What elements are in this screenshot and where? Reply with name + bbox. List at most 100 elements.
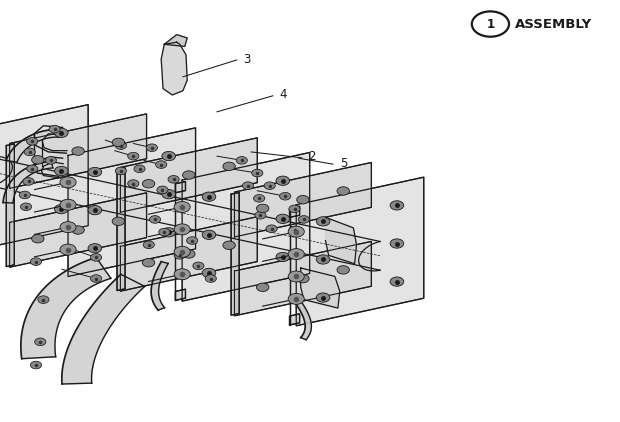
Polygon shape — [6, 144, 14, 267]
Circle shape — [38, 296, 49, 303]
Circle shape — [316, 293, 330, 302]
Polygon shape — [291, 296, 311, 340]
Polygon shape — [290, 206, 299, 217]
Polygon shape — [164, 35, 187, 46]
Circle shape — [20, 203, 32, 211]
Circle shape — [288, 249, 304, 260]
Circle shape — [236, 157, 247, 164]
Circle shape — [55, 128, 68, 138]
Polygon shape — [182, 152, 309, 301]
Circle shape — [32, 156, 44, 164]
Text: 4: 4 — [279, 89, 286, 101]
Polygon shape — [120, 217, 257, 291]
Circle shape — [60, 244, 76, 255]
Circle shape — [390, 277, 404, 286]
Polygon shape — [326, 217, 356, 264]
Circle shape — [252, 169, 263, 177]
Circle shape — [88, 168, 102, 177]
Circle shape — [254, 195, 265, 202]
Circle shape — [112, 217, 125, 225]
Circle shape — [255, 211, 266, 219]
Text: ASSEMBLY: ASSEMBLY — [515, 18, 593, 30]
Circle shape — [337, 187, 350, 195]
Polygon shape — [296, 177, 423, 326]
Circle shape — [134, 165, 145, 173]
Polygon shape — [10, 114, 146, 188]
Polygon shape — [234, 162, 371, 237]
Circle shape — [266, 225, 277, 233]
Circle shape — [205, 275, 216, 282]
Circle shape — [157, 186, 168, 194]
Polygon shape — [0, 105, 88, 253]
Circle shape — [128, 152, 139, 160]
Circle shape — [60, 222, 76, 233]
Polygon shape — [151, 262, 168, 310]
Polygon shape — [6, 130, 59, 162]
Circle shape — [193, 262, 204, 270]
Circle shape — [91, 275, 102, 282]
Circle shape — [223, 241, 236, 249]
Circle shape — [149, 216, 161, 223]
Polygon shape — [290, 314, 299, 325]
Circle shape — [168, 176, 179, 183]
Circle shape — [337, 266, 350, 274]
Circle shape — [88, 243, 102, 253]
Circle shape — [30, 258, 42, 265]
Circle shape — [19, 191, 30, 199]
Circle shape — [174, 269, 190, 280]
Circle shape — [202, 268, 216, 278]
Circle shape — [174, 246, 190, 257]
Circle shape — [289, 205, 300, 213]
Polygon shape — [175, 181, 185, 193]
Circle shape — [289, 226, 300, 234]
Circle shape — [60, 177, 76, 188]
Circle shape — [174, 252, 185, 259]
Circle shape — [257, 204, 269, 213]
Circle shape — [162, 227, 175, 237]
Text: 3: 3 — [243, 53, 250, 65]
Circle shape — [115, 142, 126, 149]
Circle shape — [162, 189, 175, 199]
Circle shape — [159, 228, 170, 236]
Circle shape — [390, 201, 404, 210]
Circle shape — [30, 361, 42, 369]
Circle shape — [288, 271, 304, 282]
Circle shape — [143, 258, 155, 267]
Circle shape — [223, 162, 236, 170]
Circle shape — [297, 195, 309, 204]
Polygon shape — [21, 257, 111, 359]
Circle shape — [316, 217, 330, 226]
Circle shape — [162, 151, 175, 161]
Circle shape — [187, 237, 198, 244]
Circle shape — [156, 161, 167, 168]
Polygon shape — [175, 289, 185, 300]
Circle shape — [183, 171, 195, 179]
Polygon shape — [231, 192, 239, 315]
Circle shape — [298, 216, 309, 223]
Polygon shape — [68, 128, 195, 276]
Circle shape — [88, 206, 102, 215]
Circle shape — [55, 166, 68, 176]
Circle shape — [280, 192, 291, 200]
Circle shape — [146, 144, 157, 151]
Circle shape — [288, 226, 304, 237]
Text: eReplacementParts.com: eReplacementParts.com — [172, 214, 299, 225]
Circle shape — [264, 182, 275, 189]
Circle shape — [128, 180, 139, 187]
Circle shape — [27, 165, 38, 173]
Circle shape — [72, 226, 84, 234]
Circle shape — [242, 182, 254, 189]
Polygon shape — [301, 268, 340, 308]
Polygon shape — [10, 193, 146, 267]
Polygon shape — [161, 42, 187, 95]
Text: 1: 1 — [486, 18, 495, 30]
Circle shape — [60, 199, 76, 210]
Circle shape — [143, 241, 154, 249]
Circle shape — [276, 176, 290, 185]
Polygon shape — [3, 161, 53, 203]
Circle shape — [288, 293, 304, 304]
Circle shape — [27, 138, 38, 145]
Circle shape — [257, 283, 269, 292]
Circle shape — [115, 167, 126, 175]
Circle shape — [49, 125, 60, 133]
